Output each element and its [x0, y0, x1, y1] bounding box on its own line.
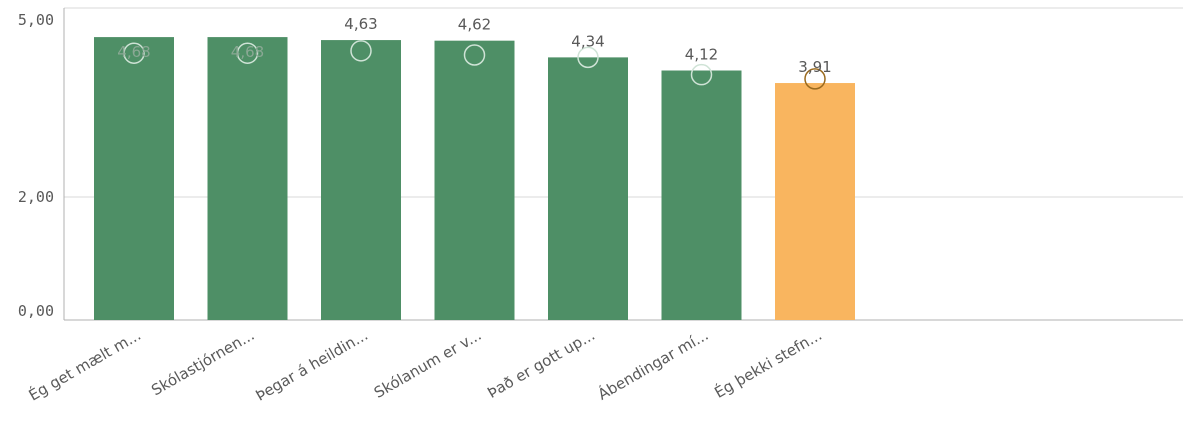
- value-label: 4,62: [458, 16, 491, 34]
- category-label: Það er gott up...: [484, 326, 598, 402]
- y-tick-label: 0,00: [18, 302, 54, 320]
- reference-marker[interactable]: [350, 40, 372, 62]
- bar[interactable]: [661, 70, 742, 320]
- bar[interactable]: [321, 40, 401, 321]
- value-label: 4,68: [117, 43, 150, 61]
- y-tick-label: 2,00: [18, 188, 54, 206]
- reference-marker[interactable]: [463, 44, 486, 66]
- reference-marker[interactable]: [236, 42, 259, 64]
- value-label: 4,12: [685, 46, 718, 64]
- reference-marker[interactable]: [804, 68, 826, 90]
- reference-marker[interactable]: [577, 46, 599, 69]
- reference-marker[interactable]: [123, 42, 145, 64]
- reference-marker[interactable]: [690, 63, 713, 86]
- value-label: 4,34: [571, 32, 604, 50]
- category-label: Þegar á heildin...: [252, 326, 371, 405]
- category-label: Ég get mælt m...: [25, 325, 144, 405]
- bars: [94, 37, 855, 321]
- bar[interactable]: [434, 40, 515, 320]
- category-labels: Ég get mælt m... Skólastjórnen...Þegar á …: [25, 325, 825, 405]
- bar[interactable]: [207, 37, 288, 321]
- value-label: 4,68: [231, 43, 264, 61]
- y-tick-label: 5,00: [18, 11, 54, 29]
- value-labels: 4,68 4,68 4,63 4,62 4,34 4,12 3,91: [117, 15, 831, 76]
- bar[interactable]: [94, 37, 174, 321]
- category-label: Ábendingar mí...: [594, 325, 711, 404]
- bar[interactable]: [548, 57, 628, 320]
- reference-markers: [123, 40, 826, 90]
- value-label: 4,63: [344, 15, 377, 33]
- category-label: Ég þekki stefn...: [711, 325, 825, 402]
- category-label: Skólanum er v...: [371, 326, 485, 402]
- bar[interactable]: [775, 83, 855, 320]
- category-label: Skólastjórnen...: [148, 326, 257, 399]
- value-label: 3,91: [798, 58, 831, 76]
